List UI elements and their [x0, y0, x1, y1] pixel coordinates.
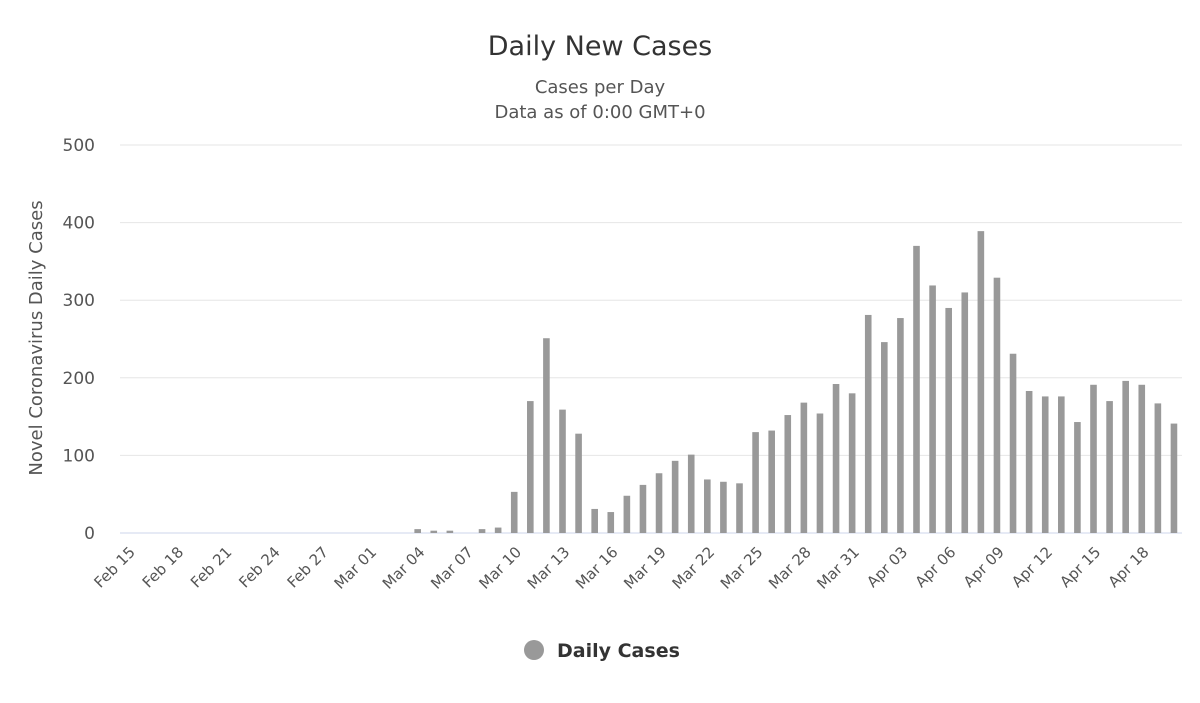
- x-tick-label: Mar 01: [331, 543, 381, 593]
- x-tick-label: Mar 13: [524, 543, 574, 593]
- bar-daily-cases[interactable]: [1058, 396, 1065, 533]
- bar-daily-cases[interactable]: [881, 342, 888, 533]
- bar-daily-cases[interactable]: [494, 527, 502, 533]
- bar-daily-cases[interactable]: [800, 402, 808, 533]
- bar-daily-cases[interactable]: [559, 409, 566, 533]
- bar-daily-cases[interactable]: [414, 529, 421, 533]
- x-tick-label: Feb 24: [235, 543, 283, 591]
- x-tick-label: Apr 15: [1056, 543, 1104, 591]
- bar-daily-cases[interactable]: [1138, 384, 1146, 533]
- chart-subtitle: Cases per Day: [535, 77, 666, 98]
- x-tick-label: Mar 25: [717, 543, 767, 593]
- bar-daily-cases[interactable]: [816, 413, 824, 533]
- x-tick-label: Apr 12: [1008, 543, 1056, 591]
- bar-daily-cases[interactable]: [704, 479, 711, 533]
- x-tick-label: Mar 19: [620, 543, 670, 593]
- y-axis-label: Novel Coronavirus Daily Cases: [26, 200, 47, 475]
- bar-daily-cases[interactable]: [961, 292, 969, 533]
- bar-daily-cases[interactable]: [478, 529, 486, 533]
- x-tick-label: Apr 03: [863, 543, 911, 591]
- bar-daily-cases[interactable]: [784, 415, 792, 533]
- x-tick-label: Apr 09: [960, 543, 1008, 591]
- bar-daily-cases[interactable]: [687, 454, 695, 533]
- bar-daily-cases[interactable]: [430, 530, 438, 533]
- x-tick-label: Mar 10: [475, 543, 525, 593]
- legend[interactable]: Daily Cases: [524, 640, 680, 662]
- x-tick-label: Mar 31: [813, 543, 863, 593]
- y-tick-label: 300: [63, 291, 95, 311]
- bar-daily-cases[interactable]: [897, 318, 904, 533]
- bar-daily-cases[interactable]: [623, 495, 631, 533]
- bar-daily-cases[interactable]: [832, 384, 840, 533]
- y-tick-label: 200: [63, 369, 95, 389]
- bar-daily-cases[interactable]: [945, 307, 952, 533]
- x-tick-label: Feb 21: [187, 543, 235, 591]
- bar-daily-cases[interactable]: [607, 512, 615, 533]
- bar-daily-cases[interactable]: [655, 473, 663, 533]
- bar-daily-cases[interactable]: [752, 432, 759, 533]
- bar-daily-cases[interactable]: [575, 433, 582, 533]
- bar-daily-cases[interactable]: [848, 393, 856, 533]
- bar-daily-cases[interactable]: [913, 245, 920, 533]
- bar-daily-cases[interactable]: [446, 530, 454, 533]
- bar-daily-cases[interactable]: [1154, 403, 1162, 533]
- x-tick-label: Feb 15: [90, 543, 138, 591]
- bar-daily-cases[interactable]: [1009, 353, 1017, 533]
- x-tick-label: Mar 04: [379, 543, 429, 593]
- x-tick-label: Mar 07: [427, 543, 477, 593]
- x-tick-label: Feb 27: [284, 543, 332, 591]
- x-tick-label: Mar 16: [572, 543, 622, 593]
- bar-daily-cases[interactable]: [1122, 380, 1129, 533]
- bar-daily-cases[interactable]: [977, 231, 985, 534]
- bar-daily-cases[interactable]: [1090, 384, 1097, 533]
- bar-daily-cases[interactable]: [1106, 401, 1113, 533]
- y-tick-label: 100: [63, 446, 95, 466]
- bar-layer: [414, 231, 1178, 534]
- x-tick-label: Apr 06: [912, 543, 960, 591]
- y-tick-label: 400: [63, 214, 95, 234]
- chart-title: Daily New Cases: [488, 31, 713, 62]
- chart-subtitle-data-as-of: Data as of 0:00 GMT+0: [494, 102, 705, 123]
- bar-daily-cases[interactable]: [527, 401, 534, 533]
- bar-daily-cases[interactable]: [671, 460, 679, 533]
- x-tick-label: Mar 22: [669, 543, 719, 593]
- grid-layer: 0 100 200 300 400 500: [63, 136, 1182, 544]
- bar-daily-cases[interactable]: [864, 314, 872, 533]
- bar-daily-cases[interactable]: [736, 483, 743, 533]
- bar-daily-cases[interactable]: [1074, 422, 1081, 533]
- bar-daily-cases[interactable]: [1041, 396, 1049, 533]
- x-tick-label: Feb 18: [139, 543, 187, 591]
- bar-daily-cases[interactable]: [720, 481, 727, 533]
- x-tick-label: Mar 28: [765, 543, 815, 593]
- bar-daily-cases[interactable]: [929, 285, 936, 533]
- y-tick-label: 0: [84, 524, 95, 544]
- bar-daily-cases[interactable]: [510, 491, 518, 533]
- y-tick-label: 500: [63, 136, 95, 156]
- legend-label-daily-cases[interactable]: Daily Cases: [557, 640, 680, 662]
- bar-daily-cases[interactable]: [591, 508, 598, 533]
- bar-daily-cases[interactable]: [768, 430, 775, 533]
- bar-daily-cases[interactable]: [1025, 390, 1033, 533]
- bar-daily-cases[interactable]: [1170, 423, 1178, 533]
- x-tick-label: Apr 18: [1105, 543, 1153, 591]
- bar-daily-cases[interactable]: [993, 277, 1001, 533]
- bar-daily-cases[interactable]: [639, 484, 647, 533]
- bar-daily-cases[interactable]: [543, 338, 550, 533]
- legend-marker: [524, 640, 544, 660]
